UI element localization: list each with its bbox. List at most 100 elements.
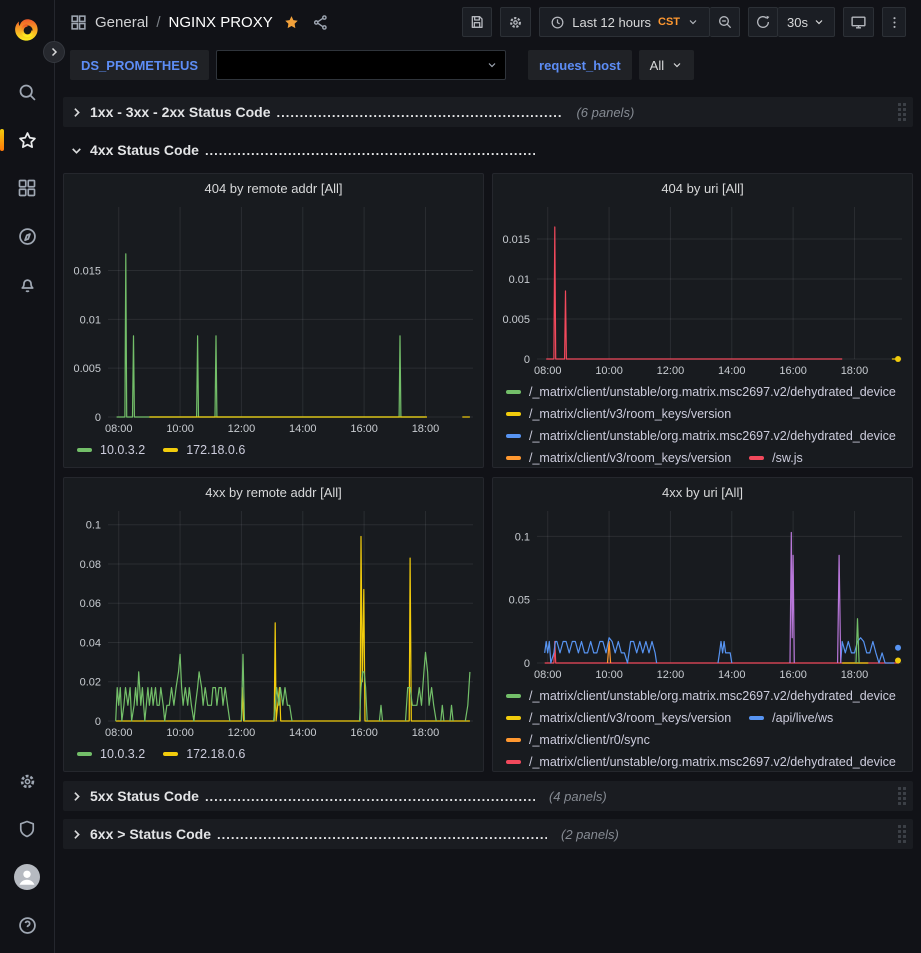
legend-item[interactable]: /_matrix/client/unstable/org.matrix.msc2… [506, 751, 896, 771]
zoom-out-time-button[interactable] [710, 7, 740, 37]
grafana-logo[interactable] [7, 10, 47, 50]
panel-title[interactable]: 404 by uri [All] [493, 174, 912, 199]
legend-item[interactable]: /sw.js [749, 447, 803, 467]
datasource-variable-label: DS_PROMETHEUS [70, 50, 209, 80]
breadcrumb-folder[interactable]: General [95, 14, 148, 31]
svg-text:0.06: 0.06 [80, 598, 101, 610]
row-panels-count: (6 panels) [576, 105, 634, 120]
legend-item[interactable]: 10.0.3.2 [77, 439, 145, 461]
svg-text:0.015: 0.015 [502, 234, 530, 246]
svg-text:12:00: 12:00 [657, 365, 685, 377]
svg-text:0.005: 0.005 [73, 363, 101, 375]
help-icon [17, 915, 38, 936]
datasource-select[interactable] [216, 50, 506, 80]
refresh-interval-picker[interactable]: 30s [778, 7, 835, 37]
svg-text:12:00: 12:00 [228, 423, 256, 435]
row-header-5xx[interactable]: 5xx Status Code ........................… [63, 781, 913, 811]
svg-text:10:00: 10:00 [166, 727, 194, 739]
legend-item[interactable]: /_matrix/client/unstable/org.matrix.msc2… [506, 685, 896, 707]
tv-mode-button[interactable] [843, 7, 874, 37]
sidebar-item-search[interactable] [7, 72, 47, 112]
chart-4xx-by-uri[interactable]: 08:0010:0012:0014:0016:0018:0000.050.1 [493, 503, 912, 683]
grafana-app: General / NGINX PROXY [0, 0, 921, 953]
legend-item[interactable]: /_matrix/client/unstable/org.matrix.msc2… [506, 425, 896, 447]
save-dashboard-button[interactable] [462, 7, 492, 37]
legend-swatch [506, 694, 521, 698]
row-leader-dots: ........................................… [205, 143, 535, 158]
legend-item[interactable]: /_matrix/client/r0/sync [506, 729, 650, 751]
time-series-plot: 08:0010:0012:0014:0016:0018:0000.020.040… [64, 503, 483, 741]
time-range-picker[interactable]: Last 12 hours CST [539, 7, 710, 37]
panel-legend: /_matrix/client/unstable/org.matrix.msc2… [493, 683, 912, 771]
svg-text:14:00: 14:00 [718, 365, 746, 377]
legend-item[interactable]: /_matrix/client/v3/room_keys/version [506, 403, 731, 425]
legend-item[interactable]: /_matrix/client/v3/room_keys/version [506, 447, 731, 467]
save-icon [469, 14, 485, 30]
panel-title[interactable]: 4xx by remote addr [All] [64, 478, 483, 503]
sidebar-item-explore[interactable] [7, 216, 47, 256]
share-icon [312, 14, 329, 31]
favorite-star-button[interactable] [283, 14, 300, 31]
time-series-plot: 08:0010:0012:0014:0016:0018:0000.0050.01… [493, 199, 912, 379]
request-host-select[interactable]: All [639, 50, 694, 80]
row-title: 4xx Status Code [90, 142, 199, 158]
row-drag-handle[interactable] [898, 825, 906, 843]
legend-item[interactable]: 172.18.0.6 [163, 439, 245, 461]
kebab-menu-icon [887, 15, 902, 30]
legend-label: /_matrix/client/unstable/org.matrix.msc2… [529, 381, 896, 403]
chevron-down-icon [70, 144, 83, 157]
shield-icon [17, 819, 37, 839]
panel-title[interactable]: 404 by remote addr [All] [64, 174, 483, 199]
sidebar-item-starred[interactable] [7, 120, 47, 160]
dashboard-content: 1xx - 3xx - 2xx Status Code ............… [55, 88, 921, 953]
sidebar-item-alerting[interactable] [7, 264, 47, 304]
sidebar-item-settings[interactable] [7, 761, 47, 801]
legend-swatch [506, 434, 521, 438]
chevron-right-icon [70, 828, 83, 841]
dashboard-settings-button[interactable] [500, 7, 531, 37]
legend-item[interactable]: 10.0.3.2 [77, 743, 145, 765]
nav-sidebar [0, 0, 55, 953]
more-options-button[interactable] [882, 7, 906, 37]
share-dashboard-button[interactable] [312, 14, 329, 31]
panel-title[interactable]: 4xx by uri [All] [493, 478, 912, 503]
chevron-down-icon [813, 16, 825, 28]
svg-text:18:00: 18:00 [412, 727, 440, 739]
row-header-6xx[interactable]: 6xx > Status Code ......................… [63, 819, 913, 849]
legend-item[interactable]: /_matrix/client/unstable/org.matrix.msc2… [506, 381, 896, 403]
svg-text:10:00: 10:00 [166, 423, 194, 435]
chart-404-by-uri[interactable]: 08:0010:0012:0014:0016:0018:0000.0050.01… [493, 199, 912, 379]
legend-swatch [506, 760, 521, 764]
sidebar-item-help[interactable] [7, 905, 47, 945]
svg-text:0.005: 0.005 [502, 314, 530, 326]
sidebar-item-dashboards[interactable] [7, 168, 47, 208]
sidebar-item-server-admin[interactable] [7, 809, 47, 849]
row-title: 6xx > Status Code [90, 826, 211, 842]
legend-swatch [506, 412, 521, 416]
row-drag-handle[interactable] [898, 103, 906, 121]
svg-text:14:00: 14:00 [718, 669, 746, 681]
svg-text:10:00: 10:00 [595, 669, 623, 681]
sidebar-item-profile[interactable] [7, 857, 47, 897]
chart-4xx-by-remote-addr[interactable]: 08:0010:0012:0014:0016:0018:0000.020.040… [64, 503, 483, 741]
svg-text:0.02: 0.02 [80, 677, 101, 689]
legend-swatch [506, 390, 521, 394]
time-range-label: Last 12 hours [572, 15, 651, 30]
chevron-right-icon [70, 106, 83, 119]
chart-404-by-remote-addr[interactable]: 08:0010:0012:0014:0016:0018:0000.0050.01… [64, 199, 483, 437]
row-drag-handle[interactable] [898, 787, 906, 805]
legend-label: 172.18.0.6 [186, 743, 245, 765]
breadcrumb: General / NGINX PROXY [70, 14, 329, 31]
expand-nav-button[interactable] [43, 41, 65, 63]
refresh-button[interactable] [748, 7, 778, 37]
legend-item[interactable]: /api/live/ws [749, 707, 833, 729]
row-header-1xx[interactable]: 1xx - 3xx - 2xx Status Code ............… [63, 97, 913, 127]
star-icon [17, 130, 38, 151]
svg-text:0.015: 0.015 [73, 265, 101, 277]
legend-item[interactable]: 172.18.0.6 [163, 743, 245, 765]
svg-text:0: 0 [524, 354, 530, 366]
legend-item[interactable]: /_matrix/client/v3/room_keys/version [506, 707, 731, 729]
row-panels-count: (2 panels) [561, 827, 619, 842]
svg-text:0.04: 0.04 [80, 637, 101, 649]
row-header-4xx[interactable]: 4xx Status Code ........................… [63, 135, 913, 165]
